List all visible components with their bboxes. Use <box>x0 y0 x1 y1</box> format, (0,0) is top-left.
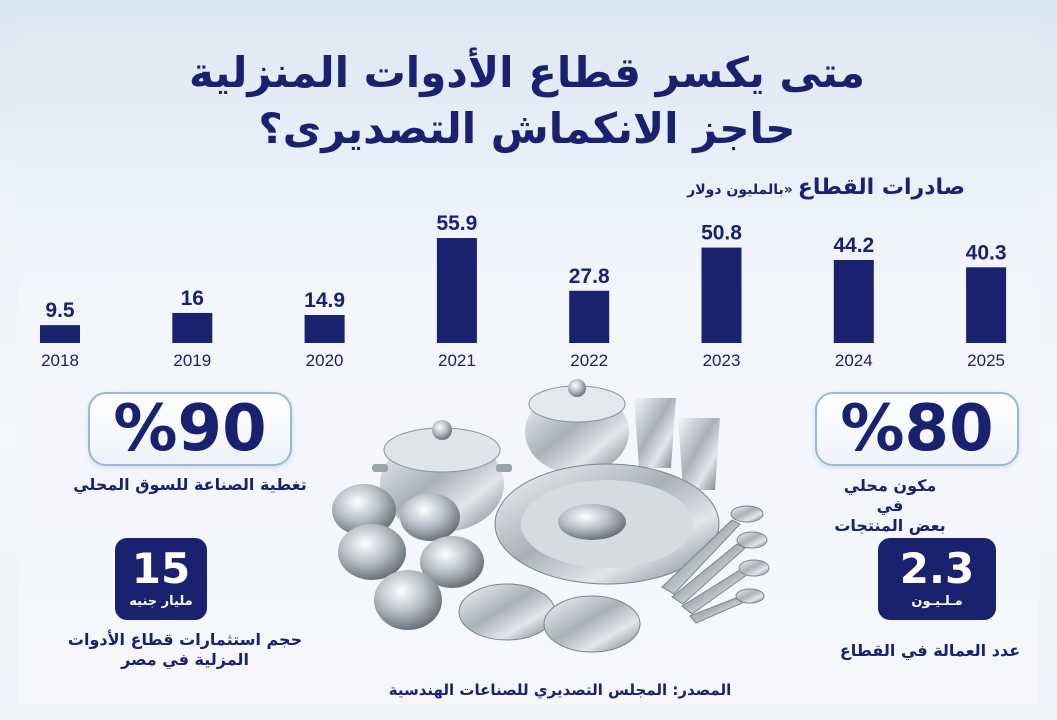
investments-label-line2: المزلية في مصر <box>121 650 249 669</box>
employment-box: 2.3 مـلـيـون <box>878 538 996 620</box>
investments-value: 15 <box>131 544 191 593</box>
chart-title-text: صادرات القطاع <box>797 175 965 200</box>
chart-unit-text: «بالمليون دولار <box>687 182 793 198</box>
local-component-value: %80 <box>840 392 994 466</box>
plates-icon <box>458 583 641 653</box>
market-coverage-box: %90 <box>88 392 292 466</box>
market-coverage-value: %90 <box>113 392 267 466</box>
tray-icon <box>494 463 720 585</box>
category-label-2020: 2020 <box>306 351 344 370</box>
local-component-box: %80 <box>815 392 1019 466</box>
category-label-2024: 2024 <box>835 351 873 370</box>
local-component-label: مكون محلي في بعض المنتجات <box>830 476 950 536</box>
category-label-2018: 2018 <box>41 351 79 370</box>
bar-2019 <box>172 312 213 343</box>
value-label-2025: 40.3 <box>966 241 1007 264</box>
value-label-2022: 27.8 <box>569 265 610 288</box>
value-label-2019: 16 <box>181 287 204 310</box>
investments-label: حجم استثمارات قطاع الأدوات المزلية في مص… <box>40 630 330 670</box>
value-label-2020: 14.9 <box>304 289 345 312</box>
value-label-2018: 9.5 <box>45 299 75 322</box>
category-label-2021: 2021 <box>438 351 476 370</box>
headline-line-2: حاجز الانكماش التصديرى؟ <box>258 104 796 153</box>
cookware-illustration <box>332 379 770 653</box>
source-note: المصدر: المجلس التصديري للصناعات الهندسي… <box>388 681 732 699</box>
bar-2018 <box>40 325 80 343</box>
bar-2025 <box>966 267 1007 343</box>
category-label-2022: 2022 <box>570 351 608 370</box>
employment-value: 2.3 <box>899 544 975 593</box>
local-component-label-line1: مكون محلي في <box>843 476 937 515</box>
bowls-icon <box>332 484 484 630</box>
employment-label: عدد العمالة في القطاع <box>839 641 1021 660</box>
investments-unit: مليار جنيه <box>129 594 193 609</box>
value-label-2023: 50.8 <box>701 222 742 245</box>
bar-2020 <box>304 315 345 343</box>
market-coverage-label: تغطية الصناعة للسوق المحلي <box>73 475 307 494</box>
spoons-icon <box>661 505 770 624</box>
bar-2024 <box>833 259 874 343</box>
value-label-2021: 55.9 <box>436 212 477 235</box>
category-label-2019: 2019 <box>173 351 211 370</box>
category-label-2025: 2025 <box>967 351 1005 370</box>
cups-icon <box>634 398 720 490</box>
bar-2023 <box>701 247 742 343</box>
chart-title: صادرات القطاع «بالمليون دولار <box>687 175 965 200</box>
bar-2022 <box>569 290 610 343</box>
local-component-label-line2: بعض المنتجات <box>834 516 946 535</box>
investments-box: 15 مليار جنيه <box>115 538 207 620</box>
value-label-2024: 44.2 <box>833 234 874 257</box>
pot-small-icon <box>525 379 629 474</box>
employment-unit: مـلـيـون <box>911 594 963 609</box>
investments-label-line1: حجم استثمارات قطاع الأدوات <box>67 630 303 649</box>
bar-2021 <box>436 238 477 343</box>
headline-line-1: متى يكسر قطاع الأدوات المنزلية <box>189 48 865 97</box>
category-label-2023: 2023 <box>703 351 741 370</box>
